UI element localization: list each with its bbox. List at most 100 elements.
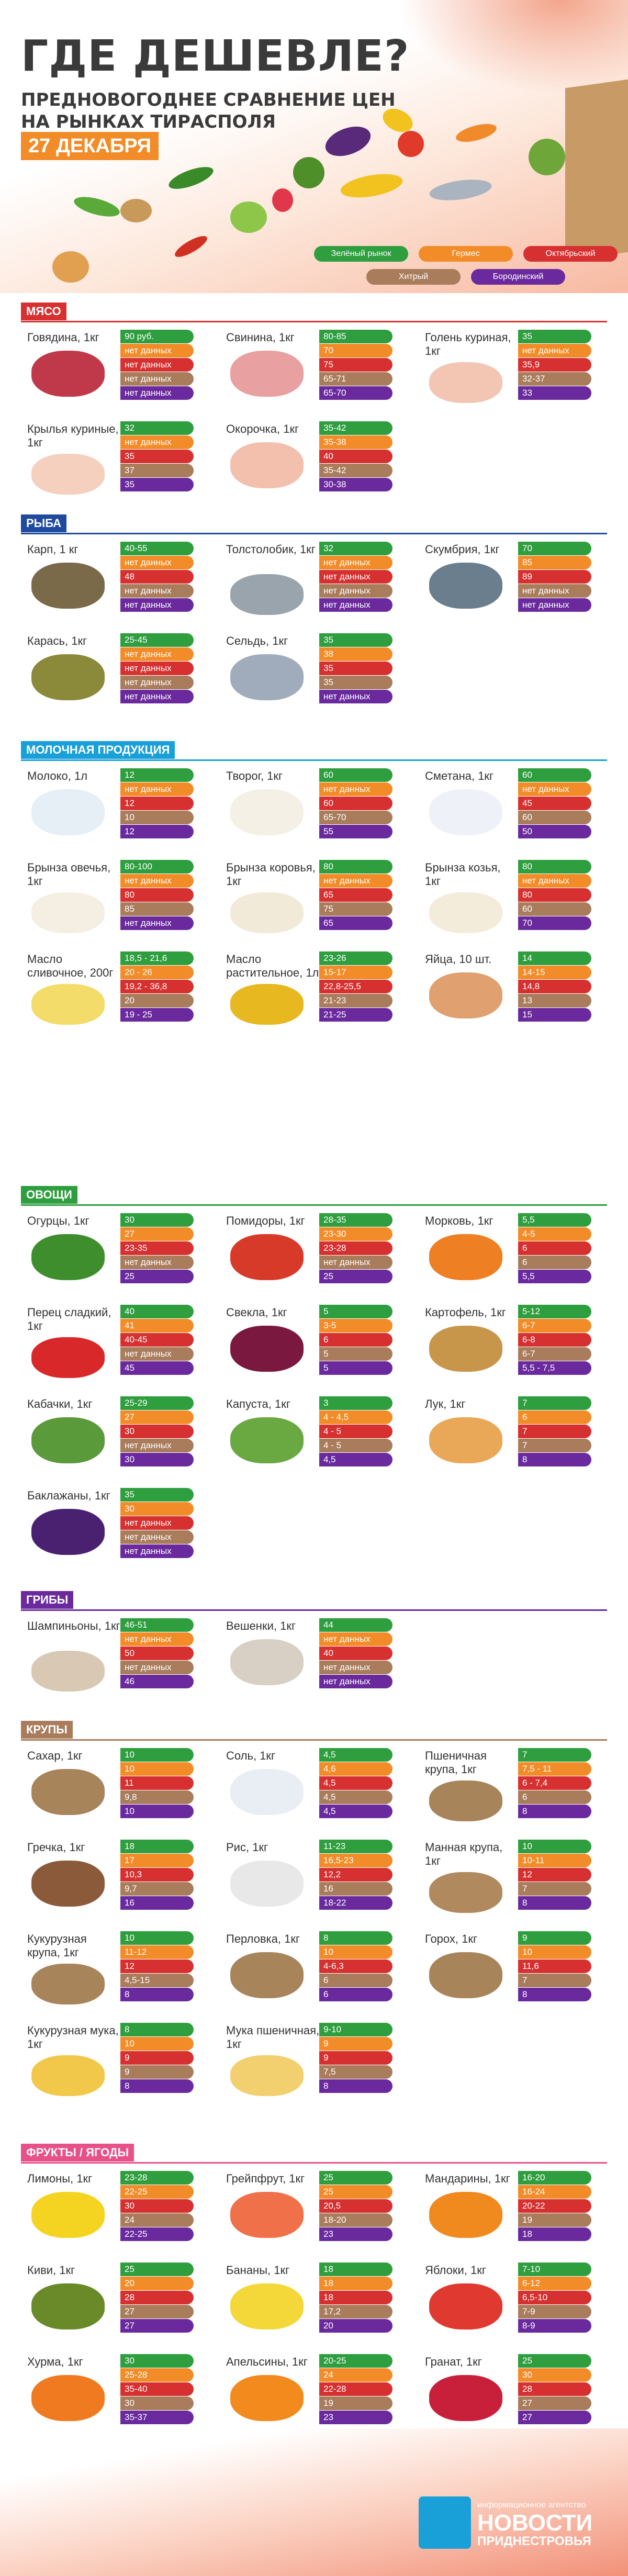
price-bar-borodinsky: 8 [120,1988,194,2001]
herring-icon [230,654,304,700]
price-bar-oktyabrsky: 30 [120,1425,194,1438]
logo-agency-text: информационное агентство [477,2501,586,2510]
price-bar-oktyabrsky: 40-45 [120,1333,194,1347]
onion-icon [429,1417,502,1463]
price-bar-borodinsky: 8 [518,1988,591,2001]
price-bar-borodinsky: нет данных [319,690,392,703]
price-bar-green-market: 35 [319,633,392,647]
price-bar-green-market: 90 руб. [120,330,194,343]
product-card: Свекла, 1кг 5 3-5 6 5 5 [220,1305,408,1394]
price-bars: 5,5 4-5 6 6 5,5 [518,1213,591,1284]
price-bar-germes: 10 [319,1945,392,1959]
price-bar-germes: 18 [319,2277,392,2290]
price-bar-green-market: 7-10 [518,2263,591,2276]
orange-icon [230,2375,304,2421]
price-bar-green-market: 40-55 [120,542,194,555]
price-bars: 23-28 22-25 30 24 22-25 [120,2171,194,2242]
oyster-mushroom-icon [230,1639,304,1685]
price-bars: 32 нет данных 35 37 35 [120,421,194,492]
product-card: Карась, 1кг 25-45 нет данных нет данных нет … [21,633,209,722]
page-subtitle: ПРЕДНОВОГОДНЕЕ СРАВНЕНИЕ ЦЕН НА РЫНКАХ Т… [21,89,396,133]
price-bar-germes: 35-38 [319,435,392,449]
subtitle-line-2: НА РЫНКАХ ТИРАСПОЛЯ [21,111,276,132]
price-bar-green-market: 80 [319,860,392,873]
price-bar-borodinsky: 30 [120,1453,194,1466]
product-name: Гранат, 1кг [425,2355,482,2368]
product-name: Творог, 1кг [226,769,283,782]
price-bar-hitry: 5 [319,1347,392,1361]
price-bar-borodinsky: 4,5 [319,1805,392,1818]
product-card: Творог, 1кг 60 нет данных 60 65-70 55 [220,768,408,857]
price-bars: 80 нет данных 80 60 70 [518,860,591,931]
product-name: Говядина, 1кг [27,331,99,344]
price-bar-oktyabrsky: 12 [518,1868,591,1881]
price-bar-oktyabrsky: 11 [120,1776,194,1790]
product-card: Пшеничная крупа, 1кг 7 7,5 - 11 6 - 7,4 6 8 [419,1748,607,1837]
price-bar-oktyabrsky: 35-40 [120,2382,194,2396]
carrot-icon [429,1234,502,1280]
price-bar-green-market: 80-85 [319,330,392,343]
beet-icon [230,1326,304,1372]
price-bar-hitry: 65-71 [319,372,392,386]
product-card: Гранат, 1кг 25 30 28 27 27 [419,2354,607,2443]
cucumber-decoration [166,162,216,194]
price-bars: 40-55 нет данных 48 нет данных нет данных [120,542,194,612]
price-bar-borodinsky: нет данных [319,1675,392,1688]
price-bar-green-market: 5,5 [518,1213,591,1227]
price-bar-green-market: 46-51 [120,1618,194,1632]
price-bar-borodinsky: 35 [120,478,194,491]
price-bar-oktyabrsky: 30 [120,2199,194,2213]
price-bar-hitry: нет данных [518,584,591,598]
product-name: Свекла, 1кг [226,1306,287,1319]
price-bars: 35-42 35-38 40 35-42 30-38 [319,421,392,492]
product-card: Киви, 1кг 25 20 28 27 27 [21,2263,209,2351]
section-title: ФРУКТЫ / ЯГОДЫ [21,2144,134,2161]
product-name: Крылья куриные, 1кг [27,422,119,449]
price-bar-hitry: 9 [120,2065,194,2079]
product-name: Картофель, 1кг [425,1306,506,1319]
price-bar-borodinsky: 19 - 25 [120,1008,194,1022]
product-card: Апельсины, 1кг 20-25 24 22-28 19 23 [220,2354,408,2443]
price-bar-green-market: 25 [518,2354,591,2368]
price-bar-germes: 27 [120,1410,194,1424]
price-bar-oktyabrsky: 23-35 [120,1241,194,1255]
product-card: Брынза овечья, 1кг 80-100 нет данных 80 85 не… [21,860,209,949]
price-bar-green-market: 16-20 [518,2171,591,2185]
price-bar-borodinsky: 8 [518,1896,591,1910]
product-card: Бананы, 1кг 18 18 18 17,2 20 [220,2263,408,2351]
price-bar-oktyabrsky: 18 [319,2291,392,2304]
cabbage-icon [230,1417,304,1463]
price-bar-oktyabrsky: 35,9 [518,358,591,372]
milk-icon [31,789,105,835]
price-bar-oktyabrsky: 7 [518,1425,591,1438]
price-bar-oktyabrsky: 40 [319,450,392,463]
section-header-veg: ОВОЩИ [21,1182,607,1206]
price-bar-borodinsky: 16 [120,1896,194,1910]
price-bar-oktyabrsky: 12 [120,1959,194,1973]
product-name: Свинина, 1кг [226,331,295,344]
product-card: Перловка, 1кг 8 10 4-6,3 6 6 [220,1931,408,2020]
section-header-mushroom: ГРИБЫ [21,1587,607,1611]
price-bars: 11-23 16,5-23 12,2 16 18-22 [319,1840,392,1910]
price-bar-borodinsky: 8 [319,2079,392,2093]
product-card: Рис, 1кг 11-23 16,5-23 12,2 16 18-22 [220,1840,408,1929]
wheat-groats-icon [429,1780,502,1821]
price-bar-germes: 4-5 [518,1227,591,1241]
product-card: Свинина, 1кг 80-85 70 75 65-71 65-70 [220,330,408,419]
product-name: Грейпфрут, 1кг [226,2172,305,2185]
price-bar-borodinsky: 5,5 [518,1270,591,1283]
price-bars: 40 41 40-45 нет данных 45 [120,1305,194,1375]
product-card: Масло сливочное, 200г 18,5 - 21,6 20 - 26 1… [21,951,209,1040]
product-card: Голень куриная, 1кг 35 нет данных 35,9 32-37… [419,330,607,419]
price-bar-germes: 3-5 [319,1319,392,1332]
banana-icon [230,2283,304,2329]
price-bar-germes: 4,6 [319,1762,392,1776]
pork-icon [230,351,304,397]
product-card: Грейпфрут, 1кг 25 25 20,5 18-20 23 [220,2171,408,2260]
product-name: Морковь, 1кг [425,1214,494,1227]
product-card: Брынза коровья, 1кг 80 нет данных 65 75 65 [220,860,408,949]
eggplant-icon [31,1509,105,1555]
price-bar-hitry: 21-23 [319,994,392,1007]
